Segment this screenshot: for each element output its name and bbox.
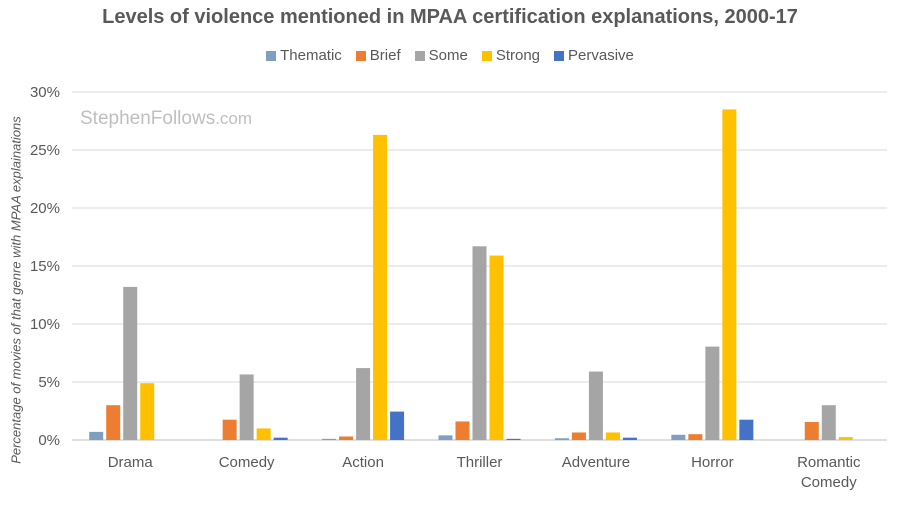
bar-strong: [838, 437, 853, 440]
bar-pervasive: [622, 437, 637, 440]
bar-brief: [688, 434, 703, 440]
bar-strong: [373, 134, 388, 441]
bar-some: [472, 246, 487, 440]
legend-label-brief: Brief: [369, 47, 401, 64]
legend-item-thematic: Thematic: [266, 47, 342, 64]
bar-pervasive: [506, 438, 521, 440]
y-tick-label: 25%: [30, 142, 60, 159]
legend-item-pervasive: Pervasive: [554, 47, 634, 64]
x-tick-label: Horror: [691, 454, 734, 471]
bar-thematic: [89, 431, 104, 440]
bar-thematic: [671, 434, 686, 440]
bar-strong: [722, 109, 737, 441]
bar-pervasive: [739, 419, 754, 440]
bar-brief: [339, 436, 354, 440]
bar-strong: [489, 255, 504, 440]
y-tick-label: 0%: [38, 432, 60, 449]
y-tick-label: 30%: [30, 84, 60, 101]
bar-brief: [571, 432, 586, 440]
watermark-domain: .com: [215, 109, 253, 128]
bar-strong: [140, 383, 155, 440]
bar-strong: [605, 432, 620, 440]
bar-thematic: [322, 438, 337, 440]
bar-brief: [455, 421, 470, 440]
y-tick-label: 10%: [30, 316, 60, 333]
bar-brief: [222, 419, 237, 440]
watermark: StephenFollows.com: [80, 108, 252, 130]
legend-label-thematic: Thematic: [280, 47, 342, 64]
y-tick-label: 15%: [30, 258, 60, 275]
x-tick-label: Action: [342, 454, 384, 471]
legend-item-some: Some: [414, 47, 468, 64]
legend-item-brief: Brief: [355, 47, 401, 64]
bar-some: [356, 368, 371, 440]
y-tick-label: 5%: [38, 374, 60, 391]
bar-some: [821, 405, 836, 440]
y-tick-label: 20%: [30, 200, 60, 217]
x-tick-label: Adventure: [562, 454, 630, 471]
chart-title: Levels of violence mentioned in MPAA cer…: [102, 6, 798, 28]
legend-swatch-some: [414, 50, 425, 61]
bar-pervasive: [273, 437, 288, 440]
legend-swatch-pervasive: [554, 50, 565, 61]
bar-strong: [256, 428, 271, 440]
legend-swatch-thematic: [266, 50, 277, 61]
legend-label-some: Some: [428, 47, 468, 64]
bar-some: [239, 374, 254, 440]
watermark-main: StephenFollows: [80, 108, 216, 129]
bar-some: [705, 346, 720, 440]
legend-item-strong: Strong: [481, 47, 541, 64]
legend-swatch-strong: [481, 50, 492, 61]
bar-some: [588, 371, 603, 440]
legend-label-pervasive: Pervasive: [568, 47, 634, 64]
bar-brief: [804, 422, 819, 440]
legend-label-strong: Strong: [495, 47, 541, 64]
x-tick-label: Thriller: [457, 454, 503, 471]
bar-pervasive: [390, 411, 405, 440]
bar-some: [123, 286, 138, 440]
x-tick-label: Romantic Comedy: [797, 454, 861, 491]
bar-thematic: [554, 438, 569, 440]
bar-thematic: [438, 435, 453, 440]
legend: Thematic Brief Some Strong Pervasive: [0, 47, 900, 64]
legend-swatch-brief: [355, 50, 366, 61]
bar-brief: [106, 405, 121, 440]
x-tick-label: Comedy: [219, 454, 275, 471]
x-tick-label: Drama: [108, 454, 154, 471]
